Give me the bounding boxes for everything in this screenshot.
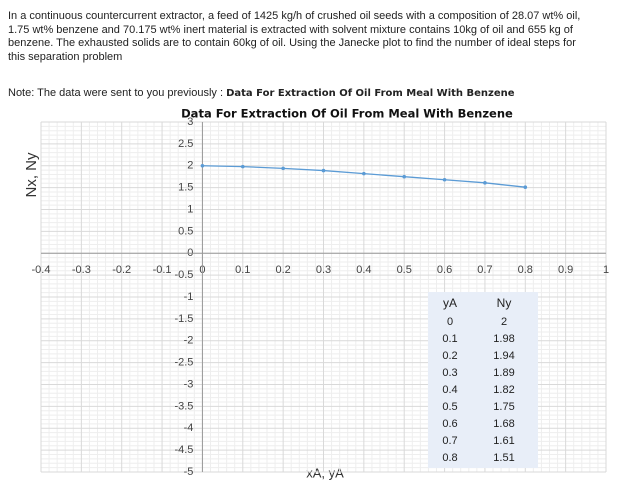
data-point <box>442 177 447 182</box>
y-tick-label: 1 <box>187 203 193 215</box>
x-tick-label: 0.5 <box>397 264 412 276</box>
data-point <box>321 168 326 173</box>
grid <box>40 121 607 473</box>
x-tick-label: 0.6 <box>437 264 452 276</box>
table-background <box>428 292 538 468</box>
y-tick-label: -0.5 <box>174 269 193 281</box>
y-tick-label: -1 <box>184 291 194 303</box>
table-cell: 1.68 <box>493 418 514 430</box>
data-point <box>362 171 366 176</box>
x-tick-label: 0.7 <box>477 264 492 276</box>
table-cell: 1.89 <box>493 367 514 379</box>
table-cell: 1.98 <box>493 333 514 345</box>
x-tick-label: 0.3 <box>316 264 331 276</box>
table-header: yA <box>443 296 457 310</box>
data-point <box>240 164 245 169</box>
problem-text: In a continuous countercurrent extractor… <box>8 10 581 63</box>
x-tick-label: -0.4 <box>32 264 51 276</box>
table-cell: 0.5 <box>442 401 457 413</box>
table-cell: 1.75 <box>493 401 514 413</box>
table-cell: 0.6 <box>442 418 457 430</box>
y-tick-label: 3 <box>187 116 193 128</box>
data-point <box>281 166 285 171</box>
y-tick-label: -4 <box>184 422 194 434</box>
table-cell: 1.51 <box>493 452 514 464</box>
table-cell: 0.1 <box>442 333 457 345</box>
x-tick-label: 1 <box>603 264 609 276</box>
note-emphasis: Data For Extraction Of Oil From Meal Wit… <box>226 88 515 99</box>
table-cell: 0.8 <box>442 452 457 464</box>
table-cell: 1.82 <box>493 384 514 396</box>
y-tick-label: -4.5 <box>174 444 193 456</box>
data-point <box>402 174 407 179</box>
x-tick-label: 0.9 <box>558 264 573 276</box>
table-cell: 0.4 <box>442 384 457 396</box>
y-tick-label: 1.5 <box>178 182 193 194</box>
x-tick-label: -0.3 <box>72 264 91 276</box>
x-tick-label: 0.4 <box>356 264 371 276</box>
y-tick-label: -2.5 <box>174 357 193 369</box>
table-cell: 1.94 <box>493 350 514 362</box>
table-cell: 0.3 <box>442 367 457 379</box>
y-axis-label: Nx, Ny <box>23 152 40 198</box>
x-tick-label: 0.1 <box>235 264 250 276</box>
y-tick-label: -3.5 <box>174 400 193 412</box>
note: Note: The data were sent to you previous… <box>8 87 515 99</box>
x-tick-label: 0.8 <box>518 264 533 276</box>
table-cell: 0.2 <box>442 350 457 362</box>
y-tick-label: 2 <box>187 160 193 172</box>
data-point <box>483 181 487 185</box>
x-tick-label: -0.1 <box>153 264 172 276</box>
y-tick-label: -2 <box>184 335 194 347</box>
chart-title: Data For Extraction Of Oil From Meal Wit… <box>181 107 513 121</box>
data-point <box>523 185 528 189</box>
table-header: Ny <box>497 296 512 310</box>
y-tick-label: 2.5 <box>178 138 193 150</box>
x-tick-label: 0.2 <box>275 264 290 276</box>
note-text: Note: The data were sent to you previous… <box>8 87 224 99</box>
y-tick-label: -5 <box>184 466 194 478</box>
data-point <box>200 163 205 168</box>
table-cell: 1.61 <box>493 435 514 447</box>
y-tick-label: -3 <box>184 378 194 390</box>
x-tick-label: -0.2 <box>112 264 131 276</box>
table-cell: 0.7 <box>442 435 457 447</box>
table-cell: 0 <box>447 316 453 328</box>
y-tick-label: 0.5 <box>178 225 193 237</box>
table-cell: 2 <box>501 316 507 328</box>
y-tick-label: -1.5 <box>174 313 193 325</box>
